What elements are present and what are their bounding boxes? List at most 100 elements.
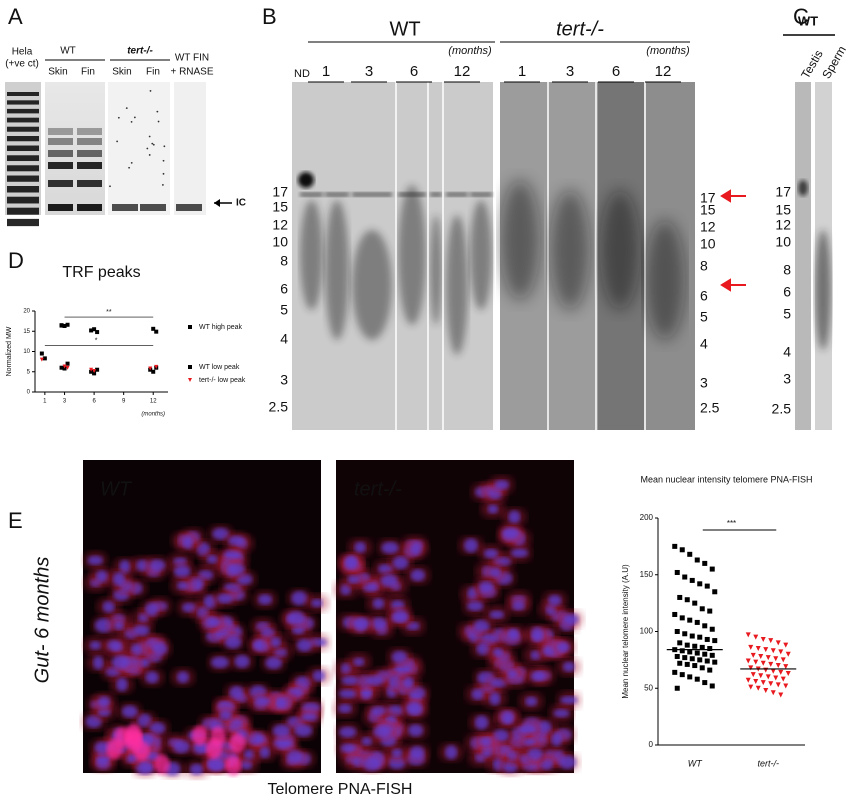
x-tick-label: 3 <box>63 399 67 405</box>
point <box>687 551 693 557</box>
nucleus <box>340 743 356 753</box>
point <box>689 656 695 662</box>
point <box>763 647 769 653</box>
nucleus <box>177 671 189 683</box>
nucleus <box>381 541 399 554</box>
size-marker: 15 <box>272 199 288 215</box>
nucleus <box>410 569 425 582</box>
nucleus <box>183 536 194 550</box>
point <box>753 659 759 665</box>
smear <box>550 190 590 310</box>
point <box>687 674 693 680</box>
smear <box>798 180 808 196</box>
size-marker: 8 <box>280 253 288 269</box>
point <box>783 642 789 648</box>
nucleus <box>370 617 387 630</box>
point <box>679 648 685 654</box>
lane-label: 12 <box>655 63 672 80</box>
nucleus <box>409 746 425 759</box>
point <box>773 656 779 662</box>
point <box>694 650 700 656</box>
point <box>65 361 70 366</box>
gel-band <box>7 155 39 162</box>
gel-speck <box>161 184 164 186</box>
nucleus <box>406 621 420 631</box>
smear <box>352 230 392 340</box>
image-label: tert-/- <box>354 478 402 500</box>
point <box>697 581 703 587</box>
point <box>679 615 685 621</box>
point <box>699 606 705 612</box>
nucleus <box>494 480 510 490</box>
y-tick-label: 5 <box>27 369 31 375</box>
size-marker: 5 <box>700 309 708 325</box>
point <box>684 661 690 667</box>
point <box>748 665 754 671</box>
nucleus <box>344 555 359 570</box>
smear <box>446 215 468 355</box>
smear <box>600 190 640 310</box>
nucleus <box>353 657 365 666</box>
point <box>699 665 705 671</box>
nucleus <box>408 724 424 737</box>
group-label: WT <box>60 46 76 57</box>
legend-label: tert-/- low peak <box>199 377 246 384</box>
point <box>702 560 708 566</box>
size-marker: 12 <box>775 217 791 233</box>
nucleus <box>372 598 385 609</box>
pink-spot <box>210 726 227 747</box>
point <box>92 368 97 373</box>
lane-label: Fin <box>81 67 95 78</box>
gel-band <box>7 196 39 204</box>
nucleus <box>339 689 357 699</box>
nucleus <box>301 713 318 722</box>
nucleus <box>556 641 570 653</box>
nucleus <box>136 762 154 775</box>
nucleus <box>217 593 233 604</box>
gel-band <box>77 150 102 157</box>
nucleus <box>558 755 576 770</box>
nucleus <box>122 705 138 718</box>
smear <box>300 200 323 310</box>
point <box>151 369 156 374</box>
group-label: WT FIN <box>175 53 209 64</box>
gel-band <box>48 162 73 169</box>
nucleus <box>363 583 379 592</box>
lane-label: 6 <box>612 63 620 80</box>
unit-label: (months) <box>646 45 690 57</box>
gel-lane <box>174 82 206 215</box>
point <box>709 683 715 689</box>
point <box>707 608 713 614</box>
point <box>745 658 751 664</box>
nucleus <box>471 688 485 700</box>
point <box>707 667 713 673</box>
nucleus <box>224 635 242 649</box>
nucleus <box>380 574 398 587</box>
y-tick-label: 10 <box>23 349 30 355</box>
point <box>748 684 754 690</box>
point <box>780 676 786 682</box>
gel-lane <box>108 82 170 215</box>
significance: * <box>95 337 98 344</box>
point <box>765 655 771 661</box>
group-label: tert-/- <box>127 46 153 57</box>
nucleus <box>111 655 130 670</box>
gel-band <box>7 126 39 132</box>
gel-speck <box>146 147 149 150</box>
nucleus <box>479 737 492 746</box>
x-tick-label: 12 <box>150 399 157 405</box>
nucleus <box>265 656 282 669</box>
point <box>95 367 100 372</box>
row-label: Gut- 6 months <box>31 557 53 684</box>
nucleus <box>292 625 305 635</box>
legend-label: WT low peak <box>199 364 240 371</box>
nucleus <box>489 567 501 578</box>
point <box>694 676 700 682</box>
point <box>775 640 781 646</box>
nucleus <box>286 750 303 764</box>
point <box>684 642 690 648</box>
smear <box>325 200 349 340</box>
nucleus <box>402 676 414 688</box>
nucleus <box>537 720 552 735</box>
gel-band <box>300 192 323 197</box>
